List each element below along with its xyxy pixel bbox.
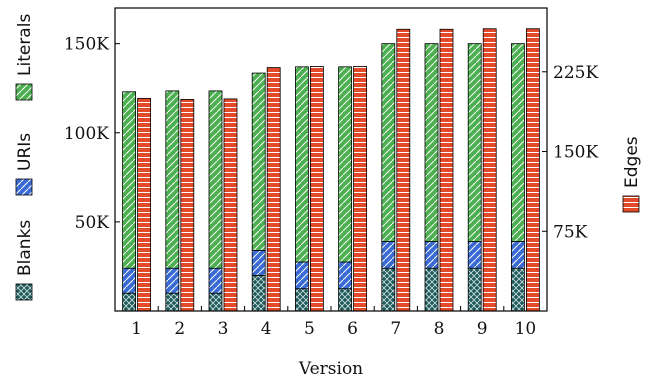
bar-edges-9 bbox=[483, 29, 496, 311]
right-tick-label: 75K bbox=[553, 222, 588, 242]
legend-swatch-edges bbox=[623, 196, 639, 212]
left-tick-label: 150K bbox=[64, 35, 109, 55]
bar-blanks-4 bbox=[252, 275, 265, 311]
bar-edges-6 bbox=[354, 66, 367, 311]
bar-edges-2 bbox=[181, 99, 194, 311]
left-axis-ticks: 50K 100K 150K bbox=[64, 35, 120, 233]
legend-swatch-uris bbox=[16, 179, 32, 195]
x-tick-label: 8 bbox=[434, 319, 445, 339]
legend-label-edges: Edges bbox=[622, 136, 642, 188]
bars bbox=[123, 29, 540, 311]
x-tick-label: 7 bbox=[390, 319, 401, 339]
bar-edges-3 bbox=[224, 99, 237, 311]
bar-literals-10 bbox=[511, 44, 524, 242]
bar-uris-6 bbox=[339, 262, 352, 289]
legend-left: Blanks URIs Literals bbox=[15, 14, 35, 300]
x-tick-label: 1 bbox=[131, 319, 142, 339]
bar-literals-5 bbox=[295, 67, 308, 262]
x-tick-label: 6 bbox=[347, 319, 358, 339]
plot-frame bbox=[115, 8, 547, 311]
bar-blanks-10 bbox=[511, 268, 524, 311]
bar-edges-7 bbox=[397, 29, 410, 311]
bar-edges-5 bbox=[310, 66, 323, 311]
bar-uris-4 bbox=[252, 250, 265, 275]
legend-right: Edges bbox=[622, 136, 642, 212]
bar-edges-10 bbox=[526, 29, 539, 311]
bar-blanks-7 bbox=[382, 268, 395, 311]
bar-uris-9 bbox=[468, 241, 481, 268]
x-tick-label: 2 bbox=[174, 319, 185, 339]
bar-literals-6 bbox=[339, 67, 352, 262]
bar-edges-4 bbox=[267, 68, 280, 311]
bar-literals-3 bbox=[209, 91, 222, 268]
right-axis-ticks: 75K 150K 225K bbox=[542, 63, 598, 242]
right-tick-label: 225K bbox=[553, 63, 598, 83]
bar-literals-4 bbox=[252, 73, 265, 250]
bar-literals-1 bbox=[123, 92, 136, 268]
bar-uris-1 bbox=[123, 268, 136, 293]
bar-uris-2 bbox=[166, 268, 179, 293]
bar-uris-8 bbox=[425, 241, 438, 268]
left-tick-label: 50K bbox=[75, 213, 110, 233]
bar-literals-7 bbox=[382, 44, 395, 242]
bar-blanks-6 bbox=[339, 289, 352, 311]
bar-blanks-5 bbox=[295, 289, 308, 311]
right-tick-label: 150K bbox=[553, 143, 598, 163]
x-tick-label: 4 bbox=[261, 319, 272, 339]
bar-blanks-2 bbox=[166, 293, 179, 311]
bar-edges-8 bbox=[440, 29, 453, 311]
bar-literals-9 bbox=[468, 44, 481, 242]
bar-edges-1 bbox=[138, 98, 151, 311]
bar-literals-8 bbox=[425, 44, 438, 242]
bar-uris-7 bbox=[382, 241, 395, 268]
bar-uris-5 bbox=[295, 262, 308, 289]
bar-literals-2 bbox=[166, 91, 179, 268]
legend-swatch-blanks bbox=[16, 284, 32, 300]
left-tick-label: 100K bbox=[64, 124, 109, 144]
legend-swatch-literals bbox=[16, 84, 32, 100]
bar-blanks-8 bbox=[425, 268, 438, 311]
bar-uris-3 bbox=[209, 268, 222, 293]
x-tick-label: 10 bbox=[515, 319, 537, 339]
bar-blanks-3 bbox=[209, 293, 222, 311]
legend-label-blanks: Blanks bbox=[15, 220, 35, 276]
legend-label-uris: URIs bbox=[15, 133, 35, 171]
legend-label-literals: Literals bbox=[15, 14, 35, 76]
bar-blanks-9 bbox=[468, 268, 481, 311]
x-tick-label: 5 bbox=[304, 319, 315, 339]
x-axis-title: Version bbox=[298, 359, 363, 379]
x-tick-label: 3 bbox=[218, 319, 229, 339]
x-tick-label: 9 bbox=[477, 319, 488, 339]
bar-blanks-1 bbox=[123, 293, 136, 311]
bar-uris-10 bbox=[511, 241, 524, 268]
